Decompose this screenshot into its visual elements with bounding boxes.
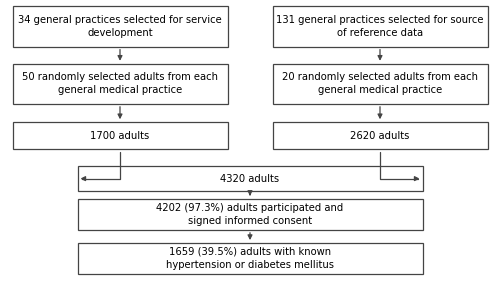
FancyBboxPatch shape — [272, 64, 488, 104]
FancyBboxPatch shape — [12, 122, 228, 149]
Text: 131 general practices selected for source
of reference data: 131 general practices selected for sourc… — [276, 15, 484, 38]
FancyBboxPatch shape — [272, 122, 488, 149]
Text: 50 randomly selected adults from each
general medical practice: 50 randomly selected adults from each ge… — [22, 72, 218, 95]
Text: 1659 (39.5%) adults with known
hypertension or diabetes mellitus: 1659 (39.5%) adults with known hypertens… — [166, 247, 334, 270]
Text: 2620 adults: 2620 adults — [350, 131, 410, 141]
Text: 34 general practices selected for service
development: 34 general practices selected for servic… — [18, 15, 222, 38]
Text: 4320 adults: 4320 adults — [220, 174, 280, 184]
Text: 20 randomly selected adults from each
general medical practice: 20 randomly selected adults from each ge… — [282, 72, 478, 95]
FancyBboxPatch shape — [12, 6, 228, 47]
FancyBboxPatch shape — [272, 6, 488, 47]
FancyBboxPatch shape — [12, 64, 228, 104]
FancyBboxPatch shape — [78, 166, 422, 191]
FancyBboxPatch shape — [78, 199, 422, 230]
FancyBboxPatch shape — [78, 243, 422, 274]
Text: 4202 (97.3%) adults participated and
signed informed consent: 4202 (97.3%) adults participated and sig… — [156, 203, 344, 226]
Text: 1700 adults: 1700 adults — [90, 131, 150, 141]
